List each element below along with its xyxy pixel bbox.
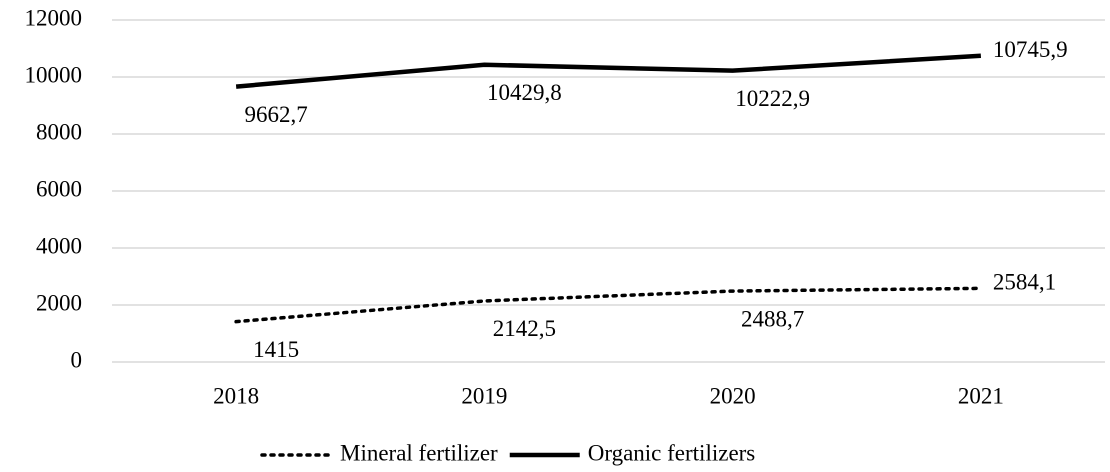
x-tick-label: 2018 <box>213 383 259 408</box>
x-tick-label: 2021 <box>958 383 1004 408</box>
data-label: 2142,5 <box>493 316 556 341</box>
y-tick-label: 4000 <box>36 233 82 258</box>
y-tick-label: 2000 <box>36 290 82 315</box>
y-tick-label: 8000 <box>36 119 82 144</box>
legend-label: Organic fertilizers <box>588 440 756 465</box>
data-label: 9662,7 <box>245 102 308 127</box>
data-label: 10429,8 <box>487 80 562 105</box>
y-tick-label: 0 <box>71 347 83 372</box>
y-tick-label: 10000 <box>25 62 83 87</box>
line-series <box>235 53 982 89</box>
legend-label: Mineral fertilizer <box>340 440 498 465</box>
data-label: 10222,9 <box>735 86 810 111</box>
line-series <box>234 286 983 324</box>
data-label: 1415 <box>253 337 299 362</box>
data-label: 10745,9 <box>993 37 1068 62</box>
data-label: 2488,7 <box>741 306 804 331</box>
x-tick-label: 2020 <box>710 383 756 408</box>
y-tick-label: 12000 <box>25 5 83 30</box>
y-tick-label: 6000 <box>36 176 82 201</box>
data-label: 2584,1 <box>993 270 1056 295</box>
x-tick-label: 2019 <box>461 383 507 408</box>
